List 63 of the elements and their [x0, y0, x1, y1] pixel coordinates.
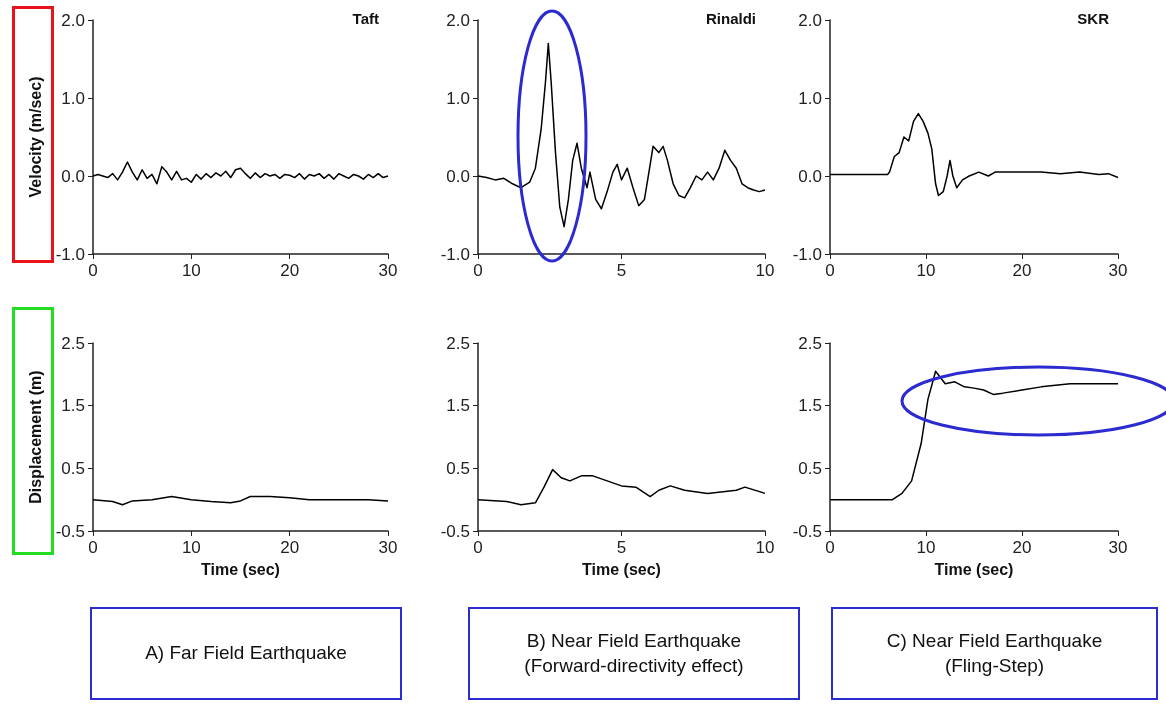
y-tick-label: 1.0 — [798, 88, 822, 108]
y-tick-label: -0.5 — [792, 521, 822, 541]
y-tick-label: -1.0 — [440, 244, 470, 264]
line-series — [477, 42, 766, 228]
text: B) Near Field Earthquake (Forward-directivity effect) — [468, 607, 800, 700]
x-axis-title: Time (sec) — [201, 560, 280, 578]
y-tick-label: -1.0 — [55, 244, 85, 264]
x-tick-label: 10 — [916, 261, 936, 280]
x-tick-label: 10 — [916, 538, 936, 557]
x-axis-title: Time (sec) — [934, 560, 1014, 578]
x-tick-label: 10 — [181, 261, 201, 280]
y-tick-label: 2.0 — [61, 10, 85, 30]
y-axis-title: Displacement (m) — [26, 370, 44, 504]
chart-title: Rinaldi — [706, 10, 757, 27]
y-tick-label: 1.5 — [446, 396, 470, 416]
x-tick-label: 20 — [280, 538, 300, 557]
chart-title: Taft — [352, 10, 380, 27]
x-tick-label: 0 — [825, 261, 835, 280]
line-series — [477, 468, 766, 506]
y-tick-label: -0.5 — [440, 521, 470, 541]
text: A) Far Field Earthquake — [90, 607, 402, 700]
line-series — [92, 161, 389, 185]
x-tick-label: 10 — [755, 261, 775, 280]
y-tick-label: 2.5 — [798, 333, 822, 353]
x-tick-label: 20 — [280, 261, 300, 280]
y-tick-label: 0.5 — [61, 458, 85, 478]
y-tick-label: -0.5 — [55, 521, 85, 541]
x-tick-label: 0 — [825, 538, 835, 557]
x-tick-label: 5 — [616, 261, 627, 280]
line-series — [829, 370, 1119, 501]
text: C) Near Field Earthquake (Fling-Step) — [831, 607, 1158, 700]
x-tick-label: 20 — [1012, 261, 1032, 280]
y-tick-label: 0.0 — [446, 166, 470, 186]
y-tick-label: 2.0 — [446, 10, 470, 30]
x-tick-label: 30 — [1108, 261, 1128, 280]
y-tick-label: 1.0 — [446, 88, 470, 108]
line-series — [829, 112, 1119, 197]
chart-title: SKR — [1077, 10, 1110, 27]
y-tick-label: 0.0 — [798, 166, 822, 186]
x-tick-label: 0 — [88, 261, 98, 280]
y-tick-label: -1.0 — [792, 244, 822, 264]
y-tick-label: 0.5 — [798, 458, 822, 478]
x-tick-label: 10 — [755, 538, 775, 557]
y-tick-label: 2.5 — [61, 333, 85, 353]
x-tick-label: 30 — [1108, 538, 1128, 557]
y-tick-label: 1.0 — [61, 88, 85, 108]
y-tick-label: 1.5 — [798, 396, 822, 416]
y-tick-label: 0.5 — [446, 458, 470, 478]
x-tick-label: 0 — [473, 538, 483, 557]
x-tick-label: 0 — [473, 261, 483, 280]
x-tick-label: 5 — [616, 538, 627, 557]
x-tick-label: 10 — [181, 538, 201, 557]
x-tick-label: 20 — [1012, 538, 1032, 557]
x-tick-label: 30 — [378, 538, 398, 557]
y-tick-label: 2.5 — [446, 333, 470, 353]
y-tick-label: 1.5 — [61, 396, 85, 416]
x-tick-label: 30 — [378, 261, 398, 280]
line-series — [92, 495, 389, 506]
y-axis-title: Velocity (m/sec) — [26, 76, 44, 198]
y-tick-label: 2.0 — [798, 10, 822, 30]
y-tick-label: 0.0 — [61, 166, 85, 186]
x-axis-title: Time (sec) — [582, 560, 661, 578]
x-tick-label: 0 — [88, 538, 98, 557]
